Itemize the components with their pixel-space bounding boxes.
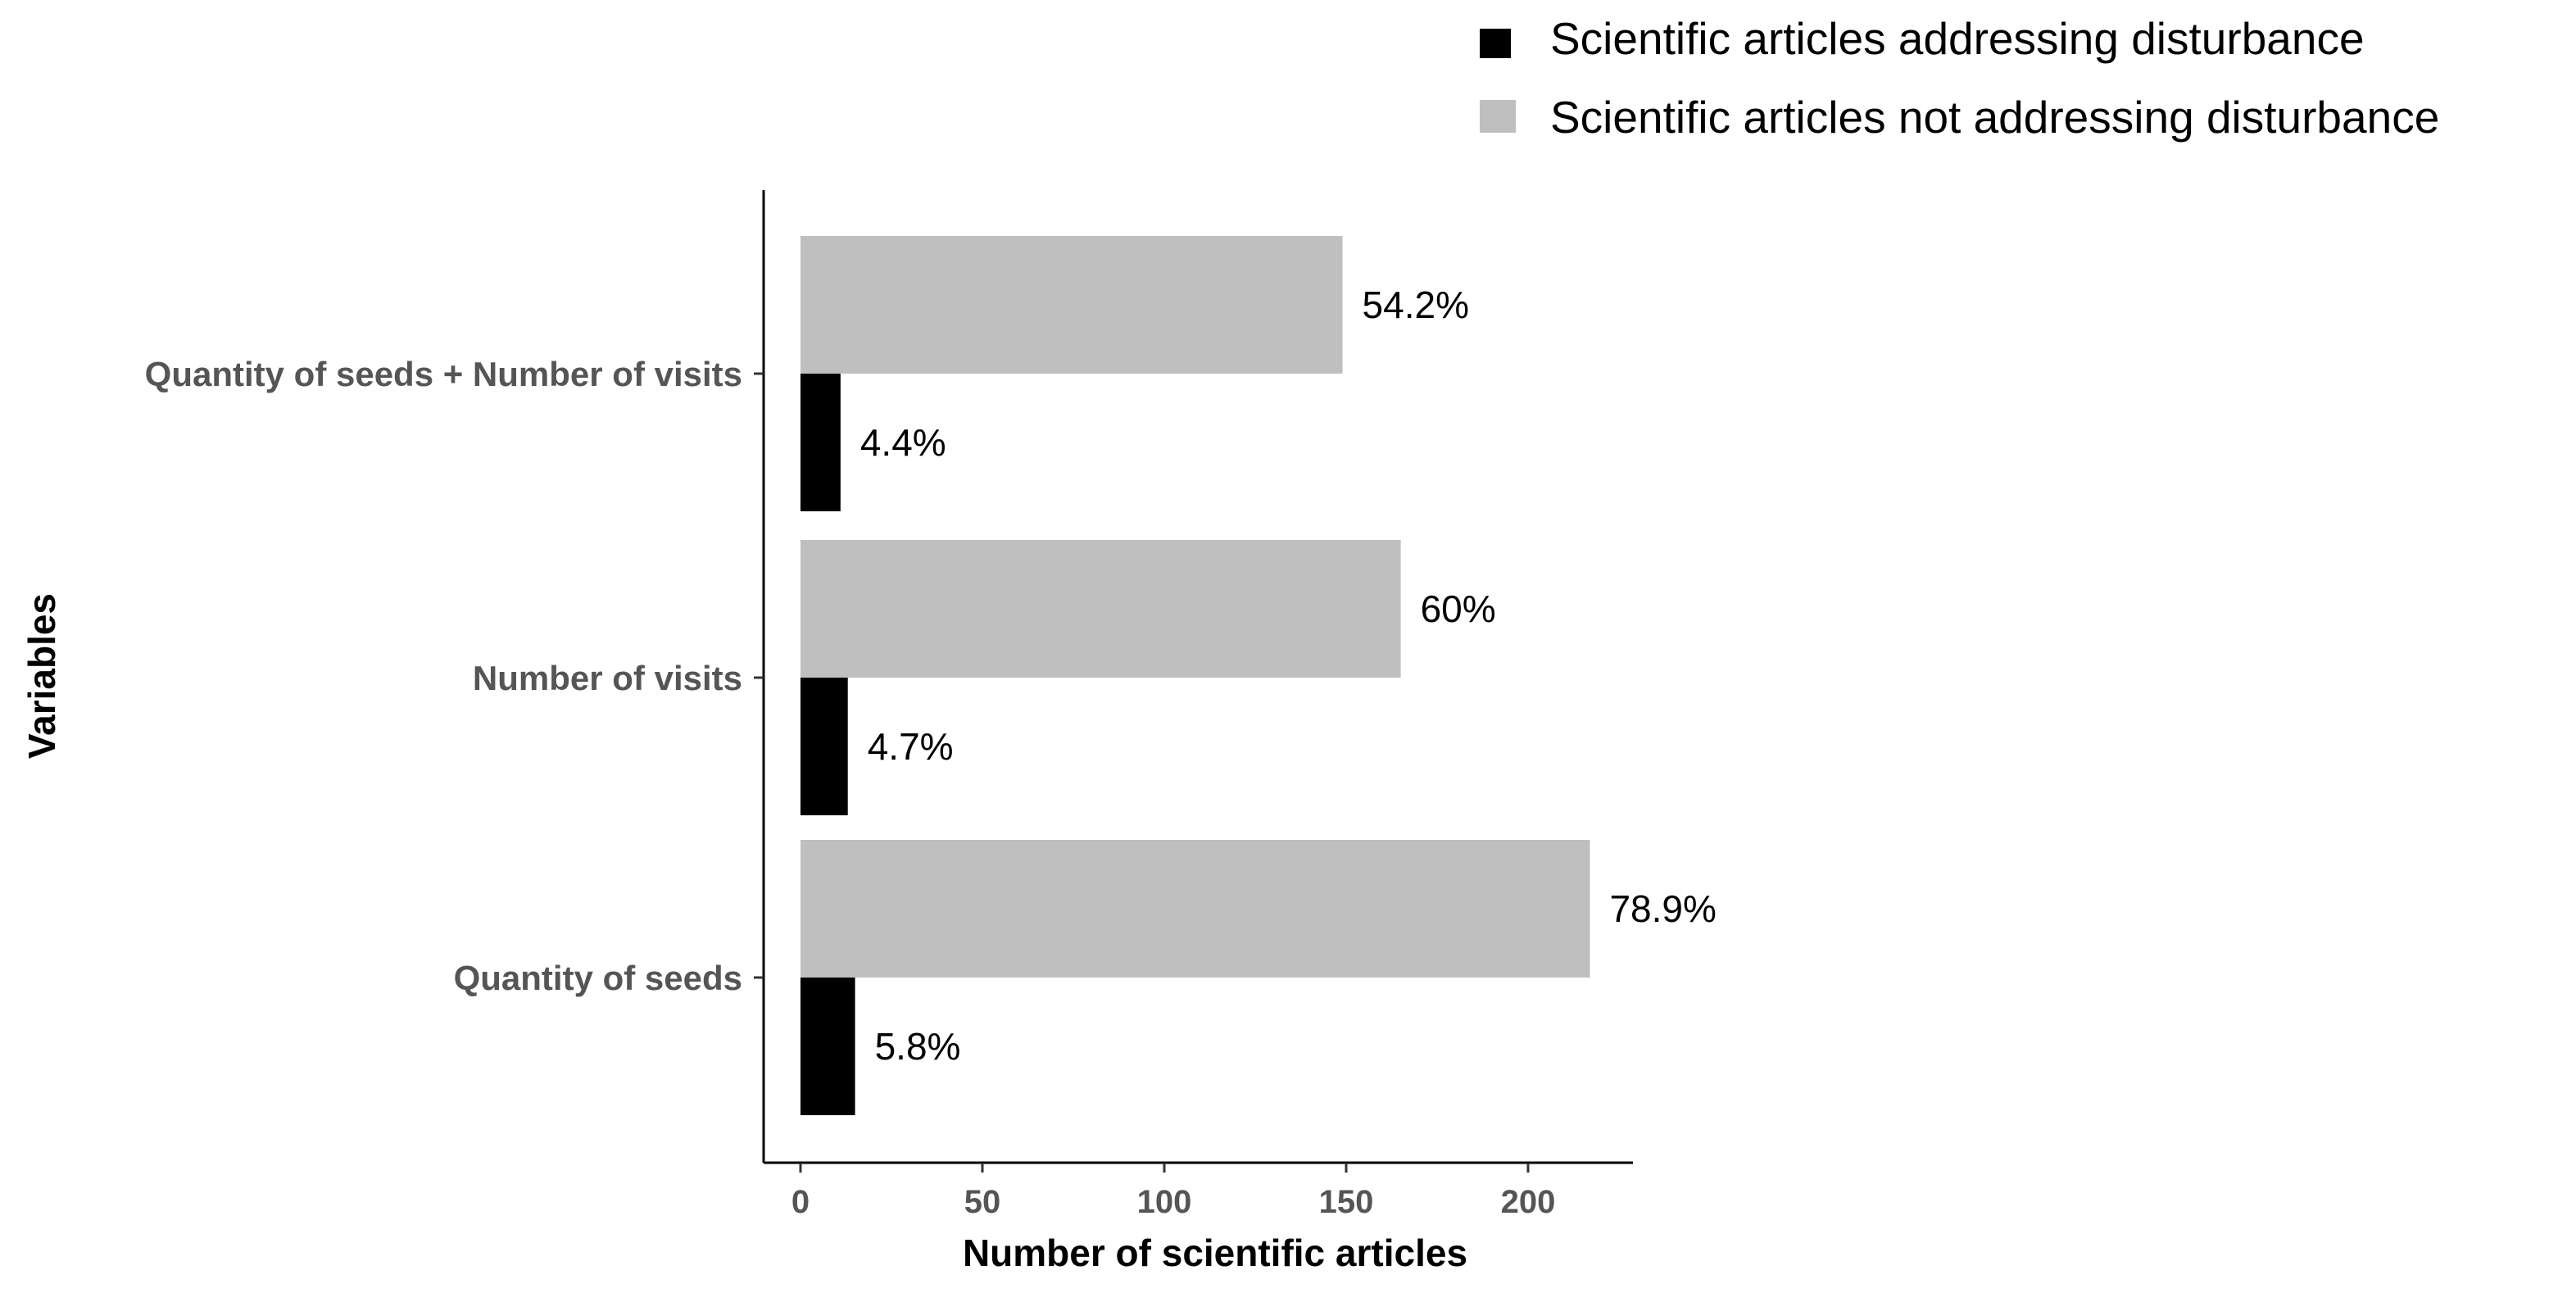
legend: Scientific articles addressing disturban…: [1480, 13, 2439, 143]
bars: 54.2% 4.4% 60% 4.7% 78.9% 5.8%: [800, 236, 1717, 1115]
bar-addressing-seeds-plus-visits: [800, 374, 841, 511]
legend-swatch-addressing: [1480, 29, 1511, 58]
category-label-visits: Number of visits: [473, 659, 742, 697]
x-axis-title: Number of scientific articles: [963, 1232, 1467, 1274]
legend-label-not-addressing: Scientific articles not addressing distu…: [1550, 92, 2439, 143]
legend-swatch-not-addressing: [1480, 100, 1516, 133]
legend-label-addressing: Scientific articles addressing disturban…: [1550, 13, 2365, 64]
category-label-seeds-plus-visits: Quantity of seeds + Number of visits: [145, 355, 742, 393]
data-label-not-addressing-visits: 60%: [1421, 588, 1496, 630]
data-label-addressing-seeds: 5.8%: [875, 1025, 961, 1068]
data-label-not-addressing-seeds: 78.9%: [1609, 887, 1716, 930]
bar-not-addressing-visits: [800, 540, 1401, 678]
x-tick-label-200: 200: [1501, 1184, 1556, 1220]
category-label-seeds: Quantity of seeds: [454, 959, 742, 997]
x-tick-label-150: 150: [1319, 1184, 1374, 1220]
data-label-addressing-visits: 4.7%: [868, 725, 954, 768]
x-tick-label-0: 0: [791, 1184, 810, 1220]
category-ticks: Quantity of seeds + Number of visits Numb…: [145, 355, 764, 997]
y-axis-title: Variables: [20, 593, 63, 759]
data-label-addressing-seeds-plus-visits: 4.4%: [860, 421, 946, 464]
plot-area: 54.2% 4.4% 60% 4.7% 78.9% 5.8% Quantity of se…: [145, 190, 1717, 1220]
bar-addressing-visits: [800, 678, 848, 815]
bar-not-addressing-seeds-plus-visits: [800, 236, 1343, 374]
x-ticks: 0 50 100 150 200: [791, 1163, 1556, 1220]
x-tick-label-100: 100: [1137, 1184, 1192, 1220]
x-tick-label-50: 50: [964, 1184, 1001, 1220]
data-label-not-addressing-seeds-plus-visits: 54.2%: [1363, 284, 1469, 326]
bar-not-addressing-seeds: [800, 840, 1590, 978]
bar-addressing-seeds: [800, 978, 855, 1115]
